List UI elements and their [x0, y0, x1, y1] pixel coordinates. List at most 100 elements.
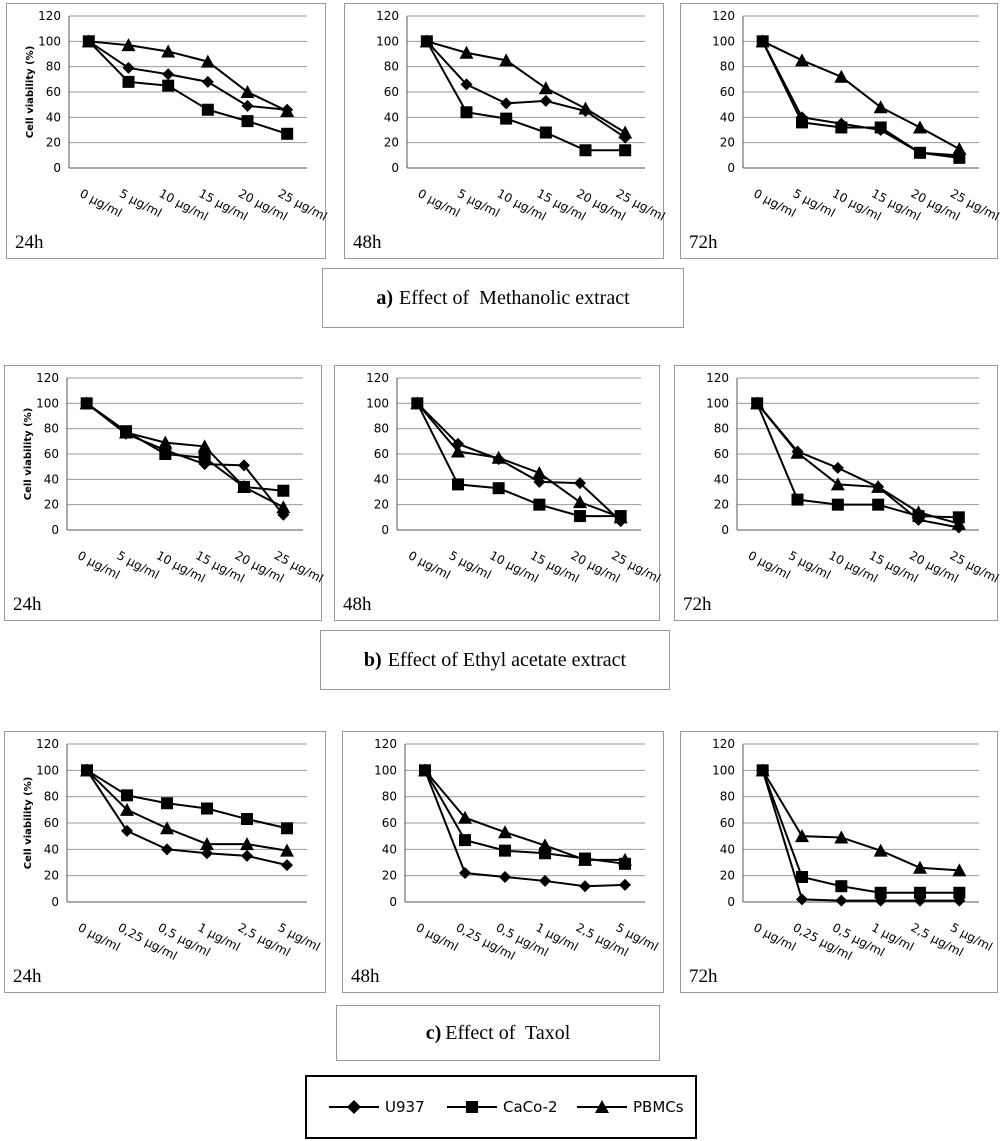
- caption-c-text: Effect of Taxol: [445, 1021, 571, 1044]
- y-tick-label: 60: [44, 816, 59, 830]
- y-tick-label: 60: [46, 85, 61, 99]
- data-point-caco-2: [574, 510, 586, 523]
- data-point-pbmcs: [120, 802, 134, 816]
- data-point-u937: [121, 824, 133, 837]
- series-line-caco-2: [761, 40, 960, 159]
- y-tick-label: 20: [714, 498, 729, 512]
- data-point-caco-2: [201, 103, 214, 116]
- chart-panel-c-72h: 0 20 40 60 80 100 120 0 µg/ml 0,25 µg/ml 0,5 µg/m…: [680, 731, 998, 993]
- data-point-pbmcs: [119, 425, 133, 439]
- y-tick-label: 100: [36, 763, 59, 777]
- legend-label-pbmcs: PBMCs: [633, 1098, 684, 1116]
- data-point-caco-2: [796, 116, 808, 129]
- x-category-label: 0 µg/ml: [76, 920, 123, 954]
- y-tick-label: 60: [720, 85, 735, 99]
- y-tick-label: 100: [706, 396, 729, 410]
- y-tick-label: 0: [727, 895, 735, 909]
- x-category-label: 0 µg/ml: [406, 548, 453, 582]
- data-point-u937: [162, 68, 175, 81]
- y-tick-label: 120: [36, 737, 59, 751]
- legend: U937 CaCo-2 PBMCs: [305, 1075, 697, 1139]
- data-point-caco-2: [241, 813, 253, 826]
- chart-panel-b-24h: 0 20 40 60 80 100 120 0 µg/ml 5 µg/ml 10 µg/ml 15 …: [4, 365, 326, 621]
- data-point-pbmcs: [538, 81, 553, 95]
- y-tick-label: 20: [384, 136, 399, 150]
- x-category-label: 5 µg/ml: [447, 548, 494, 582]
- data-point-u937: [281, 859, 293, 872]
- chart-panel-b-72h: 0 20 40 60 80 100 120 0 µg/ml 5 µg/ml 10 µg/ml 15 …: [674, 365, 1000, 621]
- x-category-label: 0 µg/ml: [415, 186, 462, 220]
- y-tick-label: 120: [366, 371, 389, 385]
- y-tick-label: 60: [720, 816, 735, 830]
- caption-a-text: Effect of Methanolic extract: [399, 286, 630, 309]
- data-point-u937: [539, 94, 552, 107]
- caption-c-letter: c): [425, 1021, 442, 1044]
- series-line-u937: [426, 40, 626, 139]
- series-line-u937: [756, 402, 960, 529]
- y-tick-label: 120: [38, 9, 61, 23]
- y-tick-label: 0: [51, 895, 59, 909]
- data-point-pbmcs: [491, 450, 506, 464]
- y-tick-label: 0: [391, 161, 399, 175]
- y-tick-label: 100: [374, 763, 397, 777]
- data-point-u937: [201, 75, 214, 88]
- series-line-caco-2: [756, 402, 959, 519]
- data-point-u937: [619, 878, 631, 891]
- time-label: 24h: [13, 594, 42, 615]
- chart-panel-a-72h: 0 20 40 60 80 100 120 0 µg/ml 5 µg/ml 10 µg/ml 15 …: [680, 3, 1000, 259]
- x-category-label: 5 µg/ml: [455, 186, 502, 220]
- y-tick-label: 20: [374, 498, 389, 512]
- y-tick-label: 40: [374, 472, 389, 486]
- legend-item-pbmcs: PBMCs: [577, 1098, 684, 1116]
- data-point-caco-2: [874, 886, 887, 899]
- series-line-caco-2: [88, 40, 288, 135]
- y-tick-label: 100: [38, 34, 61, 48]
- data-point-caco-2: [492, 482, 505, 495]
- data-point-caco-2: [791, 493, 804, 506]
- data-point-pbmcs: [750, 396, 765, 410]
- series-line-pbmcs: [756, 402, 960, 525]
- data-point-caco-2: [159, 448, 172, 460]
- legend-svg: U937 CaCo-2 PBMCs: [329, 1098, 684, 1116]
- series-line-caco-2: [86, 769, 288, 830]
- data-point-u937: [459, 867, 471, 880]
- series-line-pbmcs: [424, 769, 625, 861]
- series-line-caco-2: [761, 769, 960, 894]
- data-point-u937: [500, 97, 513, 110]
- chart-panel-a-48h: 0 20 40 60 80 100 120 0 µg/ml 5 µg/ml 10 µg/ml 15 …: [344, 3, 667, 259]
- data-point-caco-2: [914, 886, 926, 899]
- data-point-u937: [579, 880, 591, 893]
- data-point-pbmcs: [795, 53, 809, 67]
- y-axis-title: Cell viability (%): [25, 46, 36, 139]
- data-point-pbmcs: [873, 843, 888, 857]
- data-point-pbmcs: [240, 837, 254, 851]
- x-category-label: 5 µg/ml: [791, 186, 838, 220]
- y-tick-label: 80: [382, 790, 397, 804]
- x-category-label: 0 µg/ml: [414, 920, 461, 954]
- caption-a: a) Effect of Methanolic extract: [322, 268, 684, 328]
- data-point-caco-2: [499, 844, 511, 857]
- data-point-u937: [161, 843, 173, 856]
- data-point-pbmcs: [871, 479, 886, 493]
- y-tick-label: 120: [712, 9, 735, 23]
- y-tick-label: 60: [382, 816, 397, 830]
- y-tick-label: 20: [720, 869, 735, 883]
- data-point-pbmcs: [755, 34, 770, 48]
- y-tick-label: 100: [712, 763, 735, 777]
- data-point-pbmcs: [618, 125, 633, 139]
- data-point-caco-2: [835, 880, 848, 893]
- series-line-pbmcs: [426, 40, 626, 134]
- time-label: 24h: [13, 966, 42, 987]
- y-tick-label: 120: [376, 9, 399, 23]
- data-point-pbmcs: [873, 100, 888, 114]
- data-point-u937: [835, 894, 848, 907]
- time-label: 48h: [343, 594, 372, 615]
- data-point-caco-2: [953, 886, 966, 899]
- y-tick-label: 20: [382, 869, 397, 883]
- x-category-label: 0 µg/ml: [77, 186, 124, 220]
